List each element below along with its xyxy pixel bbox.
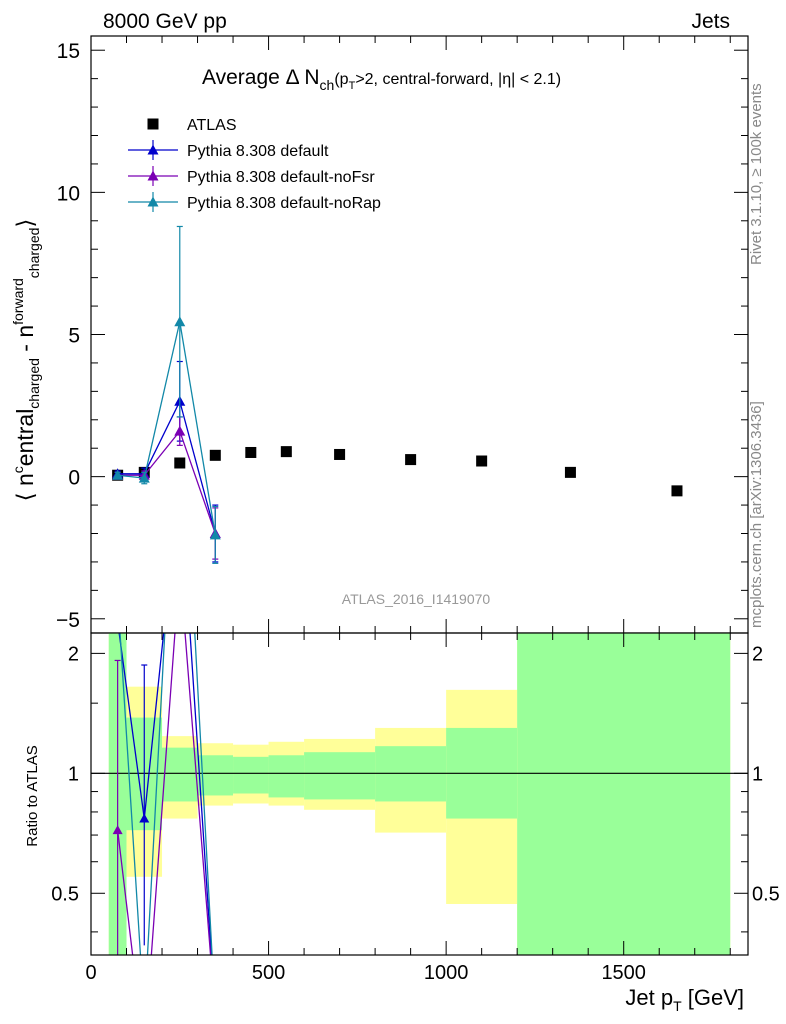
marker-3-2 <box>174 316 186 327</box>
legend-triangle-3 <box>147 196 159 207</box>
atlas-data-point-5 <box>280 446 292 458</box>
ratio-ytick-label-right-1: 1 <box>752 763 763 785</box>
ratio-ytick-label-left-0: 0.5 <box>51 883 79 905</box>
stat-uncertainty-band-9 <box>517 633 731 955</box>
ratio-marker-0-1 <box>139 813 150 823</box>
legend: ATLAS Pythia 8.308 default Pythia 8.308 de… <box>128 117 381 212</box>
energy-label: 8000 GeV pp <box>103 10 227 33</box>
ratio-ytick-label-right-0: 0.5 <box>752 883 780 905</box>
legend-label-2: Pythia 8.308 default-noFsr <box>187 169 375 186</box>
ratio-ytick-label-right-2: 2 <box>752 643 763 665</box>
series-line-3 <box>117 321 216 536</box>
atlas-data-point-9 <box>564 466 576 478</box>
stat-uncertainty-band-6 <box>304 752 376 800</box>
ratio-marker-1-0 <box>112 825 123 835</box>
main-panel-axes: −5 0 5 10 15 <box>56 35 749 634</box>
legend-label-3: Pythia 8.308 default-noRap <box>187 195 381 212</box>
legend-label-1: Pythia 8.308 default <box>187 143 329 160</box>
ratio-line-2 <box>119 633 213 955</box>
legend-triangle-1 <box>147 144 159 155</box>
x-axis-label: Jet pT [GeV] <box>625 985 744 1014</box>
ratio-y-axis-label: Ratio to ATLAS <box>24 745 41 846</box>
ratio-line-0 <box>118 633 212 955</box>
ratio-frame <box>90 632 749 956</box>
plot-title: Average Δ Nch(pT>2, central-forward, |η|… <box>202 66 561 93</box>
atlas-data-point-7 <box>405 454 417 466</box>
ratio-ytick-label-left-1: 1 <box>68 763 79 785</box>
rivet-label: Rivet 3.1.10, ≥ 100k events <box>748 83 765 265</box>
ratio-panel-series <box>91 633 748 955</box>
ratio-line-1 <box>116 633 212 955</box>
main-ytick-label-2: 5 <box>68 325 80 348</box>
stat-uncertainty-band-2 <box>162 747 198 802</box>
marker-3-0 <box>112 469 124 480</box>
atlas-data-point-10 <box>671 485 683 497</box>
ratio-series-group <box>91 633 748 955</box>
legend-marker-0 <box>147 118 159 130</box>
x-tick-label-3: 1500 <box>601 962 646 984</box>
ratio-uncertainty-bands <box>108 633 731 955</box>
main-ytick-label-4: 15 <box>57 40 80 63</box>
series-line-1 <box>117 399 216 534</box>
x-tick-label-0: 0 <box>85 962 96 984</box>
atlas-data-point-2 <box>174 457 186 469</box>
atlas-data-point-3 <box>209 449 221 461</box>
main-ytick-label-3: 10 <box>57 182 80 205</box>
legend-triangle-2 <box>147 170 159 181</box>
main-ytick-label-0: −5 <box>56 609 80 632</box>
ratio-ytick-label-left-2: 2 <box>68 643 79 665</box>
main-ytick-label-1: 0 <box>68 467 80 490</box>
x-tick-label-2: 1000 <box>424 962 469 984</box>
ratio-panel-axes: 0.5 0.5 1 1 2 2 0 500 1000 1500 <box>51 36 780 984</box>
atlas-data-point-8 <box>476 455 488 467</box>
marker-2-2 <box>174 425 186 436</box>
marker-3-1 <box>138 472 150 483</box>
stat-uncertainty-band-5 <box>268 755 305 798</box>
mcplots-label: mcplots.cern.ch [arXiv:1306.3436] <box>748 401 765 628</box>
atlas-data-point-4 <box>245 446 257 458</box>
main-panel-series <box>112 225 683 564</box>
process-label: Jets <box>691 10 730 33</box>
analysis-label: ATLAS_2016_I1419070 <box>342 591 491 607</box>
x-tick-label-1: 500 <box>252 962 285 984</box>
series-line-2 <box>117 429 216 534</box>
legend-label-0: ATLAS <box>187 117 237 134</box>
stat-uncertainty-band-4 <box>233 756 269 794</box>
main-y-axis-label: ⟨ ncentralcharged - nforwardcharged⟩ <box>10 219 42 502</box>
marker-3-3 <box>209 529 221 540</box>
atlas-data-point-6 <box>334 448 346 460</box>
